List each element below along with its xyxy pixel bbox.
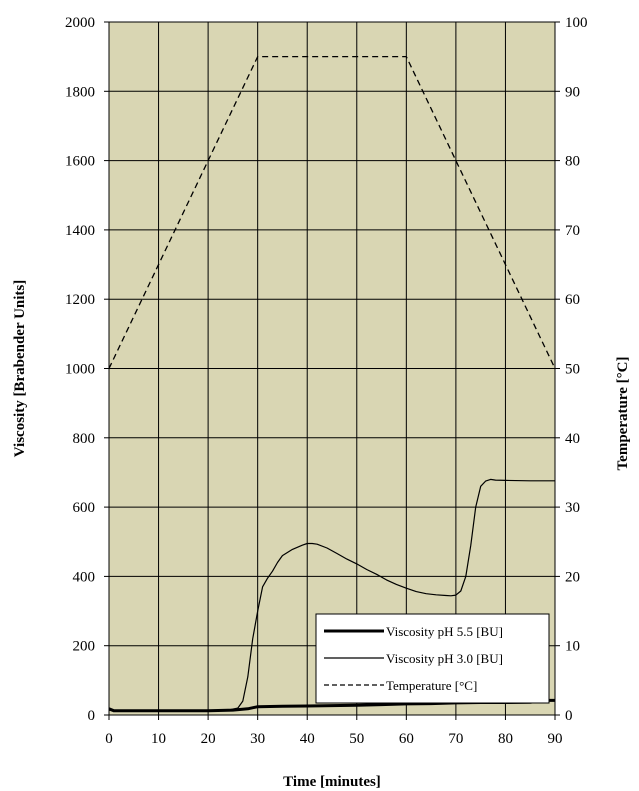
y2-tick-label: 70 xyxy=(565,223,580,239)
x-tick-label: 70 xyxy=(448,731,463,747)
y-tick-label: 1600 xyxy=(65,154,95,170)
x-tick-labels: 0 10 20 30 40 50 60 70 80 90 xyxy=(105,731,562,747)
y2-tick-label: 60 xyxy=(565,292,580,308)
x-tick-label: 40 xyxy=(300,731,315,747)
y-axis-title: Viscosity [Brabender Units] xyxy=(12,280,28,458)
series-line-3 xyxy=(108,55,556,369)
x-tick-label: 30 xyxy=(250,731,265,747)
y2-tick-label: 80 xyxy=(565,154,580,170)
x-tick-label: 80 xyxy=(498,731,513,747)
legend-label: Viscosity pH 5.5 [BU] xyxy=(386,624,503,639)
y-tick-label: 800 xyxy=(73,431,96,447)
legend-label: Viscosity pH 3.0 [BU] xyxy=(386,651,503,666)
y-tick-label: 1000 xyxy=(65,362,95,378)
legend-label: Temperature [°C] xyxy=(386,678,477,693)
x-tick-label: 60 xyxy=(399,731,414,747)
plot-border xyxy=(108,21,556,716)
y2-tick-label: 30 xyxy=(565,500,580,516)
y-tick-label: 600 xyxy=(73,500,96,516)
tick-marks xyxy=(104,21,560,720)
y2-tick-label: 50 xyxy=(565,362,580,378)
y2-tick-label: 0 xyxy=(565,708,573,724)
y2-tick-label: 10 xyxy=(565,639,580,655)
y-tick-label: 1800 xyxy=(65,84,95,100)
y2-tick-label: 90 xyxy=(565,84,580,100)
y-tick-label: 0 xyxy=(88,708,96,724)
y2-tick-label: 100 xyxy=(565,15,588,31)
y-tick-label: 2000 xyxy=(65,15,95,31)
series-line-2 xyxy=(108,478,555,712)
x-tick-label: 0 xyxy=(105,731,113,747)
x-tick-label: 10 xyxy=(151,731,166,747)
y-tick-label: 1200 xyxy=(65,292,95,308)
y2-tick-label: 20 xyxy=(565,569,580,585)
y-tick-labels: 0 200 400 600 800 1000 1200 1400 1600 1800 2000 xyxy=(65,15,95,724)
y-tick-label: 400 xyxy=(73,569,96,585)
x-axis-title: Time [minutes] xyxy=(283,774,381,790)
y-tick-label: 1400 xyxy=(65,223,95,239)
x-tick-label: 20 xyxy=(201,731,216,747)
y-tick-label: 200 xyxy=(73,639,96,655)
y2-axis-title: Temperature [°C] xyxy=(615,357,631,471)
x-tick-label: 50 xyxy=(349,731,364,747)
x-tick-label: 90 xyxy=(548,731,563,747)
legend: Viscosity pH 5.5 [BU] Viscosity pH 3.0 [B… xyxy=(315,613,550,704)
y2-tick-labels: 0 10 20 30 40 50 60 70 80 90 100 xyxy=(565,15,588,724)
y2-tick-label: 40 xyxy=(565,431,580,447)
